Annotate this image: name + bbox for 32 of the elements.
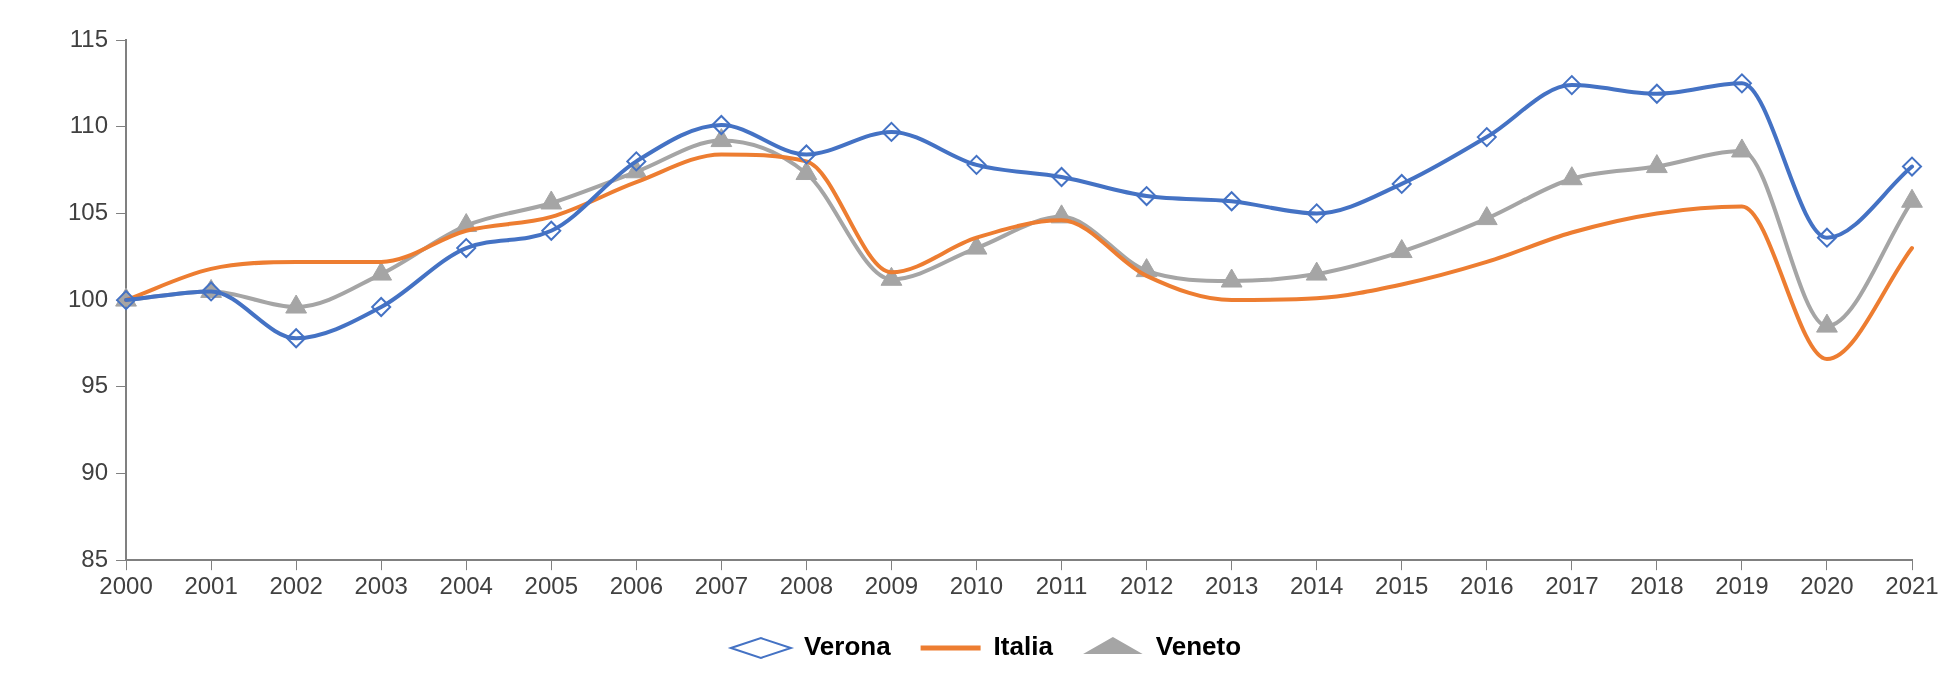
- x-tick-label: 2001: [184, 572, 238, 600]
- y-tick-label: 100: [68, 284, 109, 312]
- x-tick-label: 2011: [1035, 572, 1088, 600]
- legend-label: Verona: [803, 631, 892, 662]
- x-tick-label: 2010: [949, 572, 1004, 600]
- y-tick-label: 85: [81, 544, 109, 572]
- x-tick-label: 2016: [1460, 572, 1514, 600]
- x-tick-label: 2009: [864, 572, 919, 600]
- x-tick-label: 2007: [694, 572, 749, 600]
- x-tick-label: 2006: [609, 572, 664, 600]
- x-tick-label: 2000: [99, 572, 153, 600]
- y-tick-label: 95: [81, 371, 109, 399]
- x-tick-label: 2015: [1375, 572, 1429, 600]
- x-tick-label: 2004: [439, 572, 493, 600]
- x-tick-label: 2018: [1630, 572, 1684, 600]
- x-tick-label: 2008: [779, 572, 834, 600]
- legend-label: Italia: [993, 631, 1054, 662]
- x-tick-label: 2002: [269, 572, 323, 600]
- x-tick-label: 2017: [1545, 572, 1599, 600]
- x-tick-label: 2014: [1289, 572, 1344, 600]
- x-tick-label: 2019: [1715, 572, 1769, 600]
- x-tick-label: 2013: [1204, 572, 1259, 600]
- x-tick-label: 2003: [354, 572, 408, 600]
- x-tick-label: 2005: [524, 572, 578, 600]
- x-tick-label: 2012: [1119, 572, 1174, 600]
- y-tick-label: 110: [69, 111, 109, 139]
- y-tick-label: 115: [69, 24, 109, 52]
- y-tick-label: 90: [81, 458, 109, 486]
- legend-label: Veneto: [1155, 631, 1242, 662]
- x-tick-label: 2021: [1885, 572, 1939, 600]
- y-tick-label: 105: [68, 198, 109, 226]
- x-tick-label: 2020: [1800, 572, 1854, 600]
